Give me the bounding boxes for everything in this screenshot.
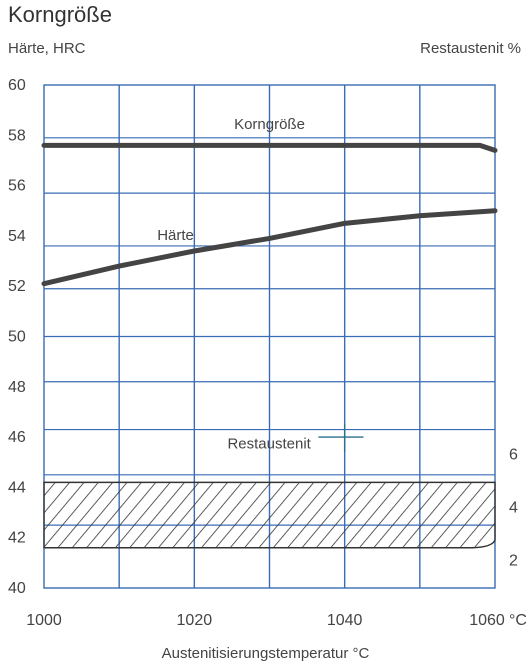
y-tick-label: 40 (8, 580, 26, 597)
series-label-haerte: Härte (157, 227, 194, 244)
y-tick-label: 50 (8, 329, 26, 346)
x-tick-label: 1020 (177, 612, 213, 629)
chart-title: Korngröße (8, 2, 112, 27)
y-tick-label: 42 (8, 530, 26, 547)
left-axis-title: Härte, HRC (8, 40, 86, 57)
series-label-korngroesse: Korngröße (234, 116, 305, 133)
plot-frame (43, 84, 496, 589)
x-tick-label: 1040 (327, 612, 363, 629)
y-tick-label: 52 (8, 278, 26, 295)
y-right-tick-label: 6 (509, 447, 518, 464)
series-line-haerte (41, 208, 498, 287)
series-line-korngroesse (41, 142, 498, 153)
right-axis-title: Restaustenit % (420, 40, 521, 57)
x-unit-label: °C (509, 612, 527, 629)
y-tick-label: 56 (8, 178, 26, 195)
band-label-restaustenit: Restaustenit (227, 436, 311, 453)
y-tick-label: 44 (8, 479, 26, 496)
y-tick-label: 58 (8, 127, 26, 144)
y-right-tick-label: 4 (509, 500, 518, 517)
y-tick-label: 46 (8, 429, 26, 446)
x-tick-label: 1000 (26, 612, 62, 629)
y-tick-label: 54 (8, 228, 26, 245)
y-right-tick-label: 2 (509, 552, 518, 569)
y-tick-label: 48 (8, 379, 26, 396)
restaustenit-band (43, 481, 496, 549)
y-tick-label: 60 (8, 77, 26, 94)
x-axis-title: Austenitisierungstemperatur °C (161, 645, 370, 662)
x-tick-label: 1060 (469, 612, 505, 629)
